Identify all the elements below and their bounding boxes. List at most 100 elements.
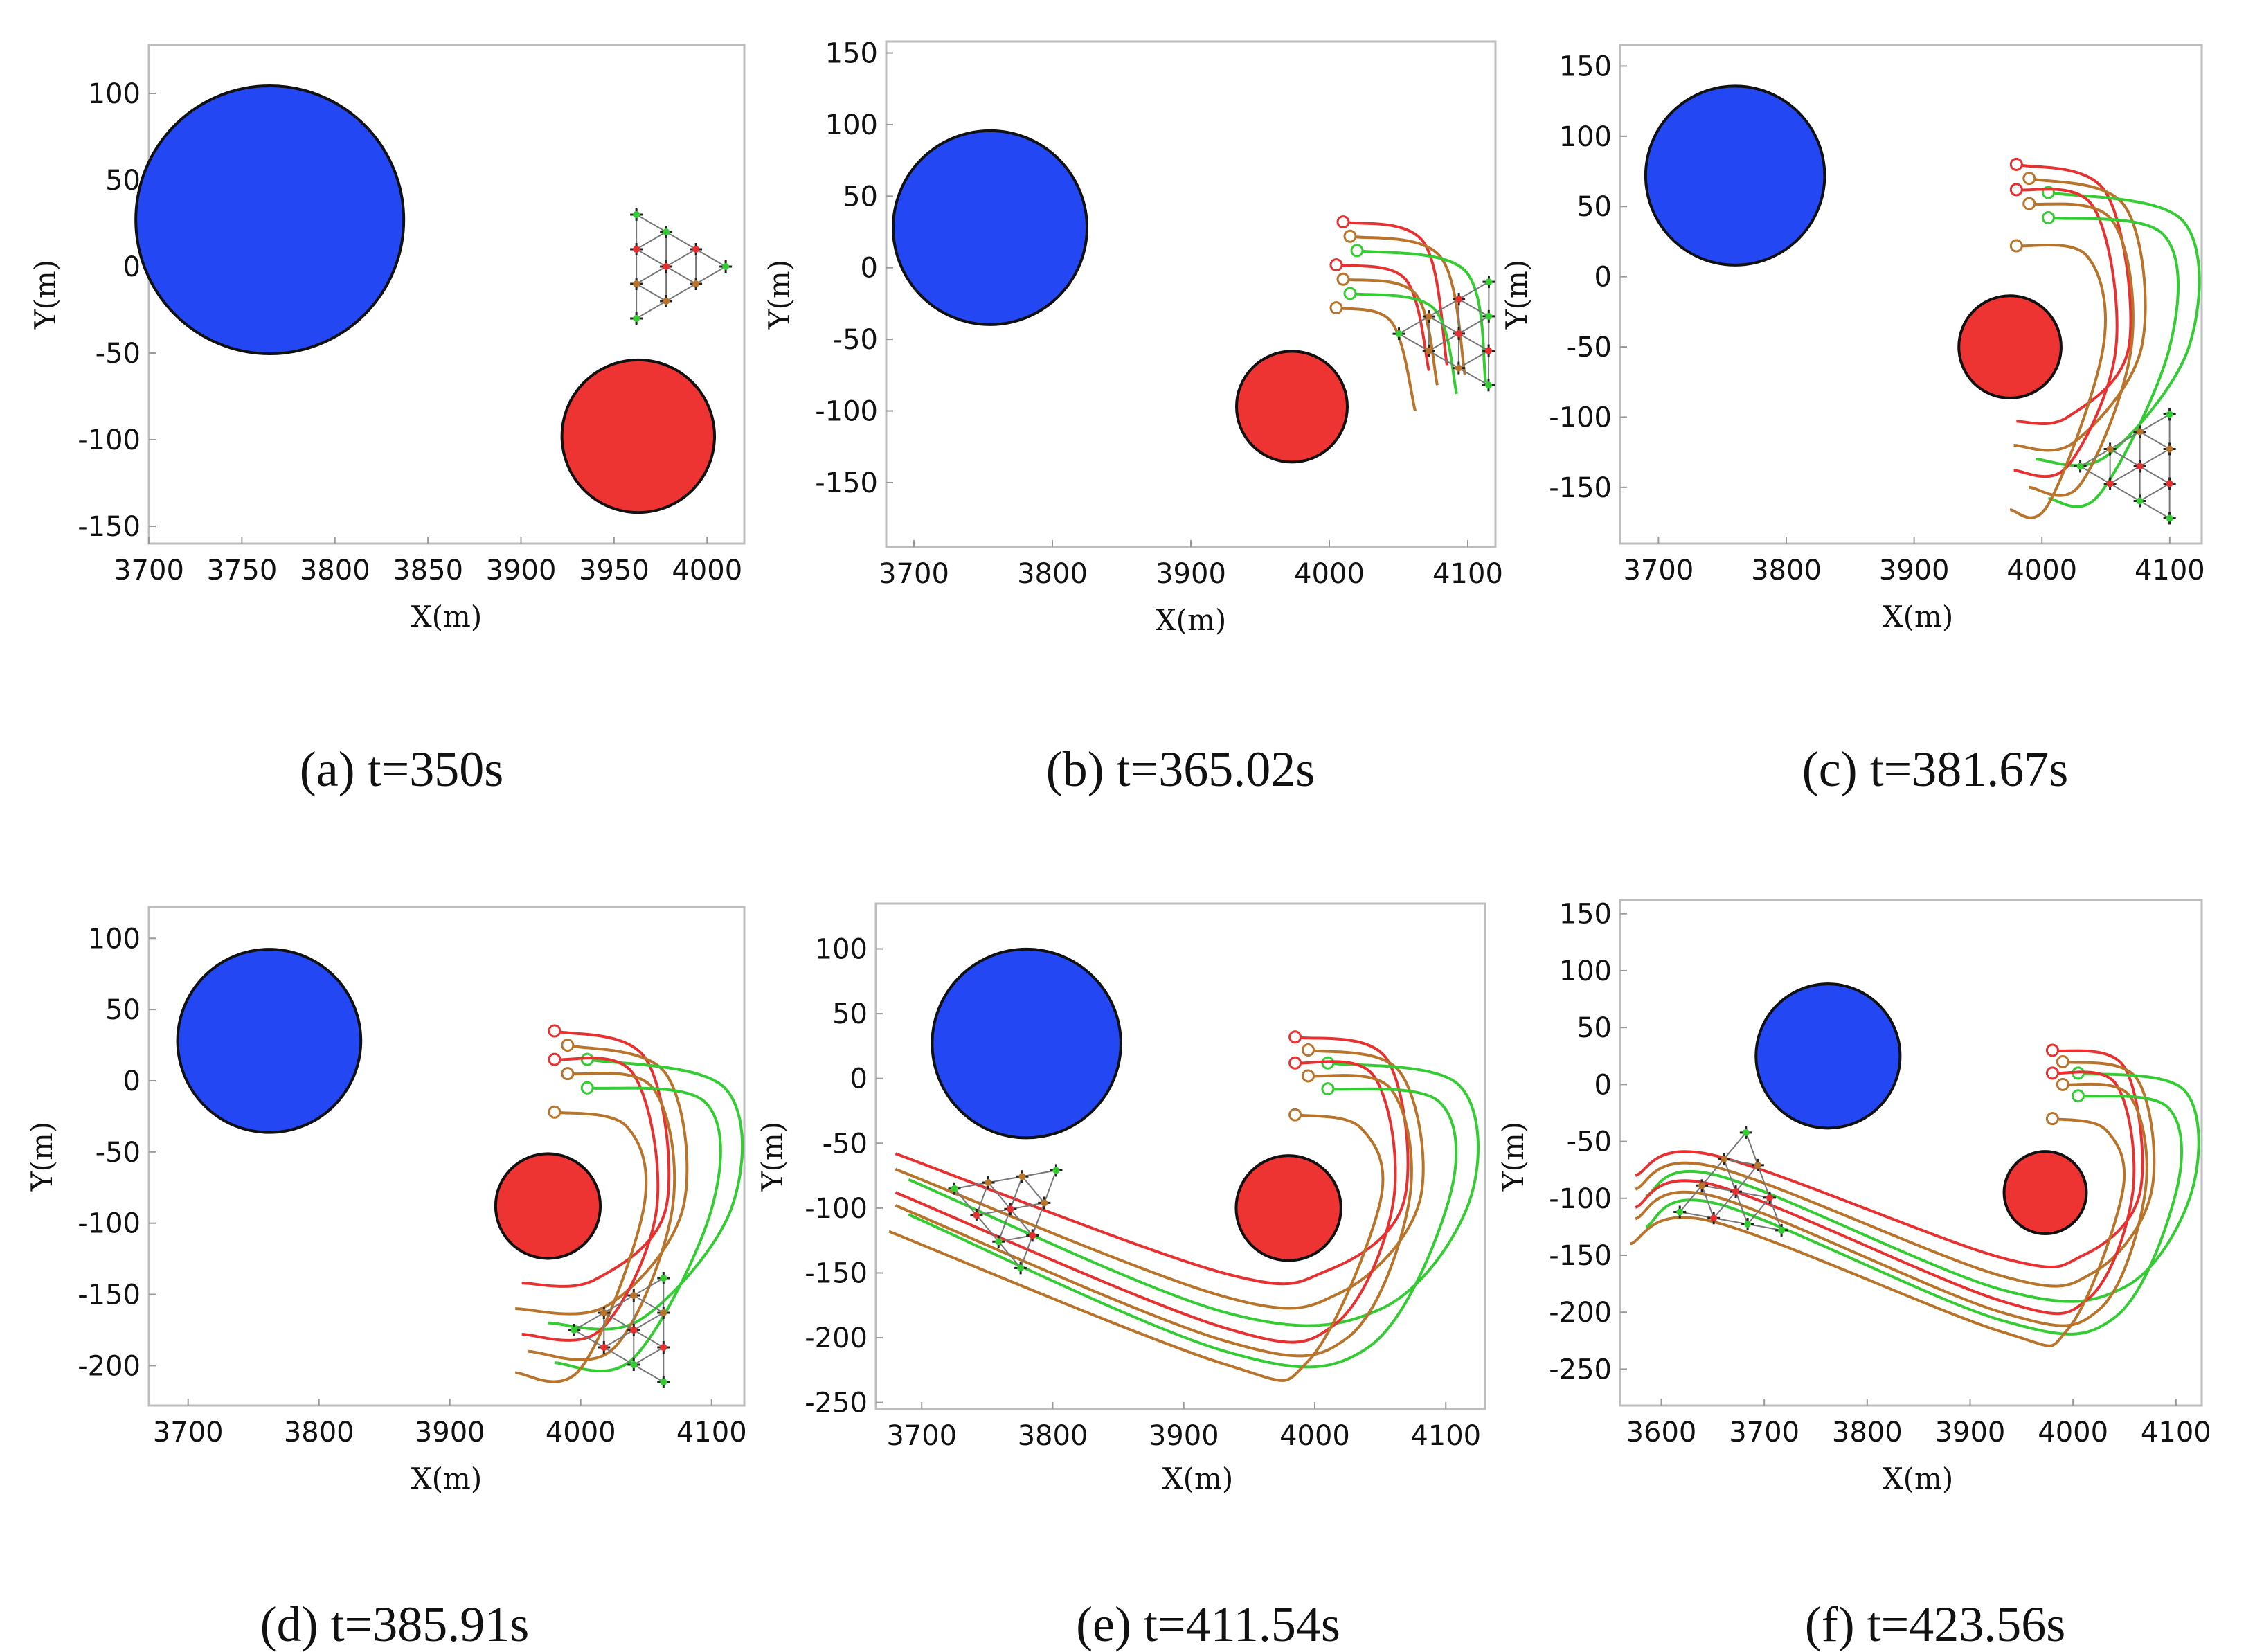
x-tick-label: 3800 [284,1417,354,1448]
trajectory-orange [1349,235,1466,376]
agent-dot [633,280,640,287]
formation-link [603,1329,634,1348]
agent-dot [951,1185,958,1192]
panel-f: 3600 3700 3800 3900 4000 4100 150 100 50 0 -50 -100… [1496,899,2211,1652]
agent-dot [692,246,700,253]
formation-link [1713,1191,1736,1219]
agent-dot [571,1326,578,1334]
start-marker [1329,258,1343,272]
formation-link [2139,431,2171,450]
formation-link [1723,1132,1747,1160]
formation-link [1735,1191,1749,1225]
agent-dot [663,263,670,270]
agent-dot [2166,514,2173,522]
x-axis-label: X(m) [1883,1462,1954,1496]
panel-caption: (e) t=411.54s [1076,1597,1340,1652]
formation-link [603,1347,634,1365]
agent-dot [1007,1205,1014,1213]
formation-link [636,283,667,302]
start-marker [2056,1077,2069,1091]
trajectory-red [521,1057,660,1342]
formation-link [1735,1165,1759,1192]
y-tick-label: -100 [815,396,878,428]
agent-dot [660,1343,667,1351]
start-marker [1343,287,1357,300]
agent-dot [2166,411,2173,418]
agent-dot [663,298,670,305]
start-marker [2045,1112,2059,1126]
obstacle-large [1754,982,1902,1130]
agent-dot [1485,347,1493,354]
formation-link [998,1208,1012,1242]
agent-dot [660,1274,667,1282]
start-marker [548,1105,562,1119]
obstacle-large [1644,84,1826,267]
y-tick-label: 150 [825,38,878,70]
trajectory-red [2015,163,2132,426]
trajectory-red [895,1060,1397,1344]
start-marker [2009,183,2023,197]
start-marker [2009,157,2023,171]
formation-link [2139,465,2171,485]
trajectory-orange [895,1048,1425,1310]
x-tick-label: 3900 [1935,1417,2006,1448]
formation-link [1458,281,1489,300]
agent-dot [630,1361,638,1368]
panel-caption: (f) t=423.56s [1805,1597,2066,1652]
x-tick-label: 4000 [2038,1417,2108,1448]
formation-link [987,1182,1012,1210]
y-tick-label: 100 [815,934,868,966]
start-marker [2045,1043,2059,1057]
formation-link [633,1277,664,1296]
agent-dot [692,280,700,287]
x-tick-label: 3800 [1832,1417,1903,1448]
formation-link [633,1364,664,1383]
formation-link [603,1295,634,1313]
trajectory-green [548,1058,744,1331]
agent-dot [1052,1167,1060,1174]
y-tick-label: 50 [1576,1012,1612,1044]
start-marker [2041,210,2055,224]
y-tick-label: 0 [123,251,141,283]
trajectory-orange [2029,202,2135,497]
y-tick-label: 100 [88,923,141,955]
formation-link [1458,315,1489,334]
formation-link [1458,332,1489,352]
formation-link [633,1312,664,1331]
formation-link [2139,500,2171,519]
formation-link [573,1329,604,1348]
x-tick-label: 3950 [579,555,649,586]
formation-link [1399,333,1430,352]
panel-d: 3700 3800 3900 4000 4100 100 50 0 -50 -100 -150 -20… [25,906,747,1652]
panel-c: 3700 3800 3900 4000 4100 150 100 50 0 -50 -100 -150… [1500,44,2205,797]
plot-frame [1619,899,2203,1407]
trajectory-green [2048,216,2180,508]
y-tick-label: -250 [1549,1354,1612,1385]
y-tick-label: 150 [1559,51,1612,82]
start-marker [1288,1056,1302,1070]
formation-link [636,231,667,250]
start-marker [2022,197,2036,210]
agent-dot [2136,428,2144,436]
y-tick-label: 0 [850,1063,868,1095]
obstacle-small [1957,294,2063,399]
trajectory-red [1342,220,1448,366]
y-tick-label: -150 [1549,1240,1612,1272]
agent-dot [1485,381,1492,389]
trajectory-orange [1630,1117,2126,1347]
formation-link [1458,298,1489,317]
start-marker [1329,301,1343,315]
trajectory-green [1349,291,1458,395]
formation-link [1009,1208,1033,1237]
agent-dot [663,228,670,235]
trajectory-orange [2013,177,2147,452]
formation-link [976,1214,1000,1242]
agent-dot [2106,480,2114,487]
agent-dot [1425,313,1432,321]
formation-link [2139,413,2171,433]
y-tick-label: 150 [1559,899,1612,931]
formation-link [1701,1185,1715,1219]
trajectory-red [2013,188,2119,478]
x-tick-label: 3800 [300,555,370,586]
formation-link [695,266,726,285]
